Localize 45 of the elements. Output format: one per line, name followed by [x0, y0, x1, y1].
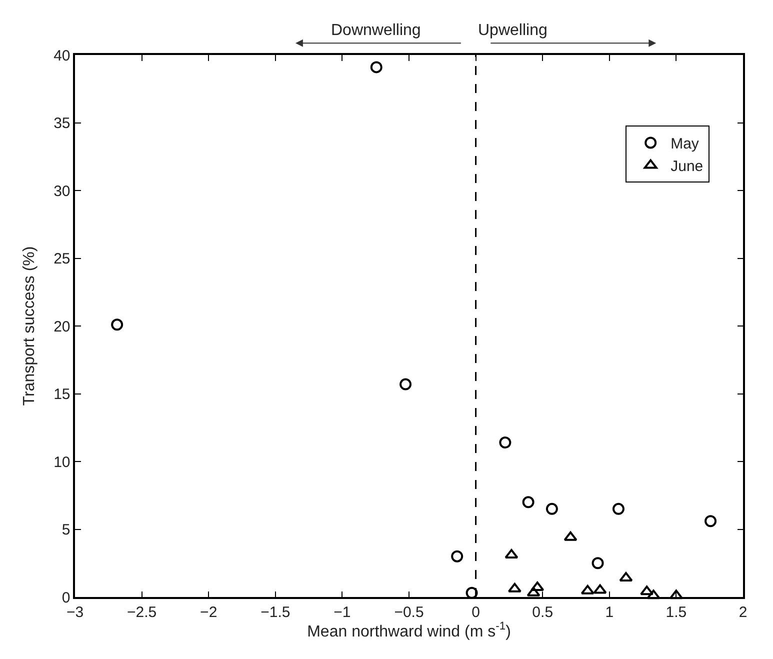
text: Downwelling: [331, 22, 421, 39]
y-tick-label: 30: [54, 182, 70, 200]
point: [370, 61, 382, 74]
x-tick-label: 0: [472, 604, 480, 621]
point: [499, 436, 512, 449]
x-tick-label: −0.5: [394, 604, 424, 621]
point: [593, 584, 607, 594]
x-tick-label: −3: [66, 604, 84, 621]
point: [508, 582, 522, 592]
y-tick-label: 20: [54, 318, 70, 336]
point: [526, 586, 540, 596]
point: [451, 550, 464, 562]
x-tick-label: 2: [738, 604, 748, 621]
point: [111, 318, 124, 331]
x-tick-label: 0.5: [532, 604, 554, 621]
point: [704, 515, 717, 528]
x-tick-label: −2.5: [126, 604, 157, 621]
point: [400, 378, 412, 390]
x-axis-title: Mean northward wind (m s$^{-1}$): [307, 620, 511, 640]
x-tick-label: 1.5: [666, 604, 687, 621]
point: [580, 584, 594, 594]
point: [669, 590, 683, 600]
y-tick-label: 15: [54, 386, 70, 403]
legend-label: May: [670, 136, 700, 153]
text: Upwelling: [478, 22, 548, 39]
x-tick-label: −2: [200, 604, 218, 621]
point: [546, 502, 558, 515]
y-tick-label: 0: [62, 589, 70, 606]
x-tick-label: −1: [334, 604, 351, 621]
point: [522, 496, 534, 508]
x-tick-label: −1.5: [260, 604, 290, 621]
point: [530, 582, 544, 592]
legend-label: June: [670, 158, 704, 176]
point: [612, 502, 624, 515]
y-tick-label: 5: [62, 522, 70, 538]
point: [592, 557, 604, 570]
y-axis-title: Transport success (%): [20, 246, 38, 406]
point: [619, 572, 633, 582]
y-tick-label: 10: [54, 454, 70, 471]
x-tick-label: 1: [605, 604, 614, 621]
y-tick-label: 35: [54, 115, 70, 132]
y-tick-label: 25: [54, 250, 70, 268]
y-tick-label: 40: [54, 47, 70, 64]
point: [640, 586, 654, 596]
point: [564, 531, 578, 541]
